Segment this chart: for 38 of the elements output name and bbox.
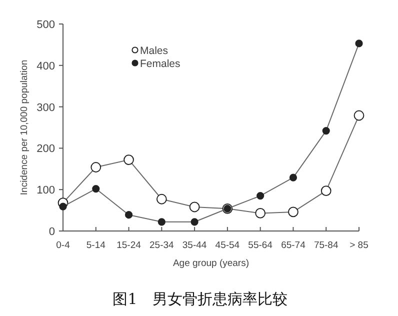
y-tick-label: 500 (36, 19, 55, 31)
point (190, 218, 198, 226)
x-tick-label: 15-24 (116, 240, 141, 251)
x-tick-label: 75-84 (314, 240, 338, 251)
point (124, 211, 133, 219)
legend-label: Females (140, 58, 180, 70)
x-tick-label: > 85 (350, 240, 368, 251)
x-tick-label: 55-64 (248, 240, 272, 251)
point (322, 127, 330, 135)
x-axis-title: Age group (years) (172, 258, 250, 269)
x-tick-label: 0-4 (56, 240, 70, 251)
y-tick-label: 200 (36, 143, 55, 156)
point (256, 192, 264, 200)
point (158, 218, 166, 226)
point (320, 186, 332, 196)
point (92, 184, 100, 193)
point (355, 40, 363, 48)
y-tick-label: 100 (36, 184, 55, 197)
point (90, 162, 102, 172)
y-tick-label: 0 (48, 226, 55, 238)
x-tick-label: 35-44 (182, 240, 207, 251)
x-tick-label: 25-34 (150, 240, 174, 251)
point (289, 174, 298, 182)
y-tick-label: 300 (36, 102, 55, 114)
x-tick-label: 45-54 (215, 240, 240, 251)
x-tick-label: 5-14 (86, 240, 106, 251)
y-axis-title: Incidence per 10,000 population (19, 60, 30, 196)
point (288, 206, 298, 218)
x-tick-label: 65-74 (281, 240, 306, 251)
point (189, 202, 200, 212)
point (354, 110, 364, 121)
point (124, 154, 134, 165)
point (59, 202, 67, 210)
y-tick-label: 400 (36, 60, 55, 72)
point (156, 194, 167, 204)
legend-label: Males (140, 45, 168, 57)
caption: 图1 男女骨折患病率比较 (112, 290, 288, 308)
point (255, 208, 266, 218)
